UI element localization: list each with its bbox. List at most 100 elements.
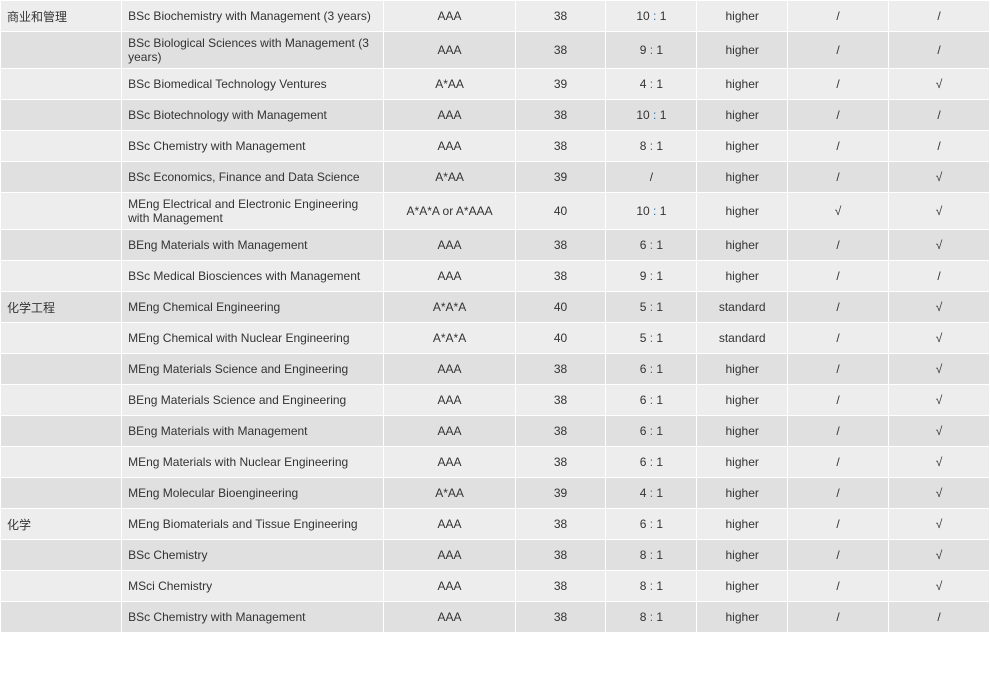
category-cell (1, 447, 122, 478)
check1-cell: / (788, 354, 889, 385)
programme-cell: BSc Biological Sciences with Management … (122, 32, 384, 69)
check1-cell: / (788, 478, 889, 509)
ratio-cell: 8 : 1 (606, 602, 697, 633)
grade-cell: AAA (384, 509, 515, 540)
programme-cell: BEng Materials Science and Engineering (122, 385, 384, 416)
grade-cell: AAA (384, 354, 515, 385)
check2-cell: √ (889, 571, 990, 602)
category-cell (1, 230, 122, 261)
ratio-cell: 6 : 1 (606, 509, 697, 540)
level-cell: standard (697, 323, 788, 354)
category-cell (1, 571, 122, 602)
table-row: BSc Biotechnology with ManagementAAA3810… (1, 100, 990, 131)
score-cell: 39 (515, 478, 606, 509)
check1-cell: / (788, 292, 889, 323)
ratio-cell: 6 : 1 (606, 447, 697, 478)
programme-cell: BSc Biochemistry with Management (3 year… (122, 1, 384, 32)
check1-cell: / (788, 416, 889, 447)
category-cell (1, 69, 122, 100)
programme-cell: BSc Biotechnology with Management (122, 100, 384, 131)
ratio-cell: 8 : 1 (606, 540, 697, 571)
check2-cell: √ (889, 230, 990, 261)
score-cell: 38 (515, 100, 606, 131)
ratio-cell: 6 : 1 (606, 416, 697, 447)
check2-cell: √ (889, 292, 990, 323)
table-row: BSc ChemistryAAA388 : 1higher/√ (1, 540, 990, 571)
ratio-cell: 10 : 1 (606, 193, 697, 230)
category-cell (1, 478, 122, 509)
table-row: MSci ChemistryAAA388 : 1higher/√ (1, 571, 990, 602)
programme-cell: MEng Materials Science and Engineering (122, 354, 384, 385)
score-cell: 38 (515, 416, 606, 447)
check2-cell: / (889, 131, 990, 162)
category-cell (1, 193, 122, 230)
check1-cell: / (788, 602, 889, 633)
grade-cell: AAA (384, 540, 515, 571)
check2-cell: √ (889, 69, 990, 100)
score-cell: 40 (515, 323, 606, 354)
level-cell: higher (697, 540, 788, 571)
score-cell: 40 (515, 292, 606, 323)
check2-cell: √ (889, 193, 990, 230)
level-cell: higher (697, 32, 788, 69)
category-cell (1, 540, 122, 571)
programme-cell: MEng Molecular Bioengineering (122, 478, 384, 509)
level-cell: higher (697, 1, 788, 32)
category-cell (1, 416, 122, 447)
check2-cell: √ (889, 416, 990, 447)
score-cell: 40 (515, 193, 606, 230)
grade-cell: AAA (384, 1, 515, 32)
level-cell: higher (697, 602, 788, 633)
grade-cell: AAA (384, 261, 515, 292)
score-cell: 38 (515, 261, 606, 292)
table-row: BSc Medical Biosciences with ManagementA… (1, 261, 990, 292)
score-cell: 38 (515, 131, 606, 162)
table-row: BSc Economics, Finance and Data ScienceA… (1, 162, 990, 193)
check2-cell: √ (889, 540, 990, 571)
table-row: BSc Biological Sciences with Management … (1, 32, 990, 69)
table-row: MEng Molecular BioengineeringA*AA394 : 1… (1, 478, 990, 509)
level-cell: higher (697, 509, 788, 540)
check2-cell: √ (889, 385, 990, 416)
level-cell: higher (697, 131, 788, 162)
programme-cell: MEng Materials with Nuclear Engineering (122, 447, 384, 478)
check1-cell: / (788, 261, 889, 292)
category-cell (1, 354, 122, 385)
check2-cell: √ (889, 162, 990, 193)
ratio-cell: 6 : 1 (606, 385, 697, 416)
grade-cell: A*A*A (384, 323, 515, 354)
check2-cell: √ (889, 323, 990, 354)
ratio-cell: 10 : 1 (606, 1, 697, 32)
grade-cell: AAA (384, 447, 515, 478)
score-cell: 38 (515, 230, 606, 261)
table-row: 化学MEng Biomaterials and Tissue Engineeri… (1, 509, 990, 540)
grade-cell: A*A*A or A*AAA (384, 193, 515, 230)
ratio-cell: 6 : 1 (606, 230, 697, 261)
ratio-cell: 5 : 1 (606, 292, 697, 323)
programme-cell: BSc Chemistry with Management (122, 131, 384, 162)
check1-cell: / (788, 32, 889, 69)
check2-cell: √ (889, 509, 990, 540)
grade-cell: A*AA (384, 69, 515, 100)
ratio-cell: / (606, 162, 697, 193)
category-cell (1, 131, 122, 162)
check2-cell: / (889, 1, 990, 32)
check1-cell: / (788, 323, 889, 354)
check1-cell: / (788, 1, 889, 32)
level-cell: higher (697, 230, 788, 261)
programme-cell: BEng Materials with Management (122, 416, 384, 447)
table-row: MEng Electrical and Electronic Engineeri… (1, 193, 990, 230)
grade-cell: A*AA (384, 478, 515, 509)
programme-cell: MEng Biomaterials and Tissue Engineering (122, 509, 384, 540)
check1-cell: / (788, 447, 889, 478)
score-cell: 38 (515, 602, 606, 633)
score-cell: 38 (515, 385, 606, 416)
level-cell: higher (697, 385, 788, 416)
grade-cell: AAA (384, 602, 515, 633)
programme-cell: BSc Chemistry with Management (122, 602, 384, 633)
grade-cell: AAA (384, 571, 515, 602)
category-cell (1, 261, 122, 292)
category-cell: 商业和管理 (1, 1, 122, 32)
category-cell (1, 162, 122, 193)
category-cell: 化学工程 (1, 292, 122, 323)
